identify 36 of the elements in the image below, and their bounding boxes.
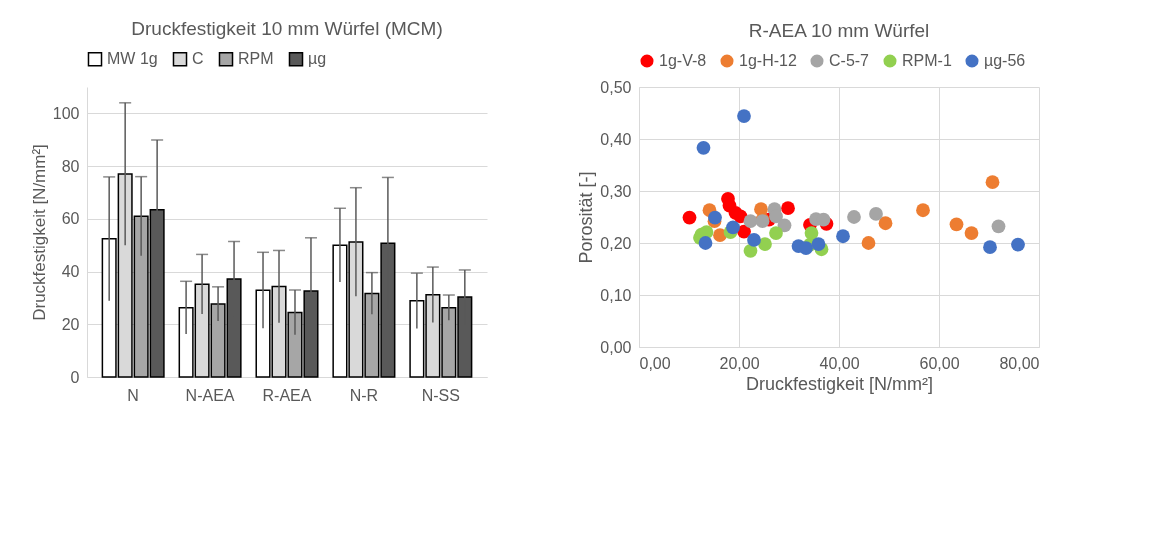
y-tick-label: 0,20 [600,234,632,252]
x-tick-label: N-AEA [185,386,235,404]
y-tick-label: 0,40 [600,130,632,148]
x-tick-label: 80,00 [999,354,1040,372]
y-tick-label: 100 [52,104,80,122]
legend-label: RPM-1 [902,52,952,69]
y-tick-label: 0,10 [600,286,632,304]
legend-label: µg-56 [984,52,1026,69]
y-axis-title: Druckfestigkeit [N/mm²] [29,144,49,321]
chart-title: R-AEA 10 mm Würfel [748,20,930,41]
x-tick-label: R-AEA [262,386,312,404]
x-tick-label: 0,00 [639,354,671,372]
legend-label: 1g-V-8 [659,52,707,69]
y-tick-label: 40 [61,263,80,281]
y-tick-label: 0,50 [600,78,632,96]
y-tick-label: 0 [70,368,80,386]
x-axis-title: Druckfestigkeit [N/mm²] [745,373,934,394]
x-tick-label: 40,00 [819,354,860,372]
legend-label: 1g-H-12 [739,52,797,69]
y-tick-label: 0,00 [600,338,632,356]
legend-label: C-5-7 [829,52,870,69]
x-tick-label: N-R [349,386,379,404]
legend-label: MW 1g [107,50,158,68]
x-tick-label: N [127,386,139,404]
legend-label: RPM [238,50,274,68]
y-tick-label: 20 [61,315,80,333]
y-tick-label: 60 [61,210,80,228]
legend-label: C [192,50,204,68]
y-tick-label: 0,30 [600,182,632,200]
x-tick-label: 60,00 [919,354,960,372]
y-tick-label: 80 [61,157,80,175]
x-tick-label: 20,00 [719,354,760,372]
legend-label: µg [308,50,327,68]
y-axis-title: Porosität [-] [576,171,597,264]
chart-title: Druckfestigkeit 10 mm Würfel (MCM) [131,18,443,39]
x-tick-label: N-SS [421,386,460,404]
